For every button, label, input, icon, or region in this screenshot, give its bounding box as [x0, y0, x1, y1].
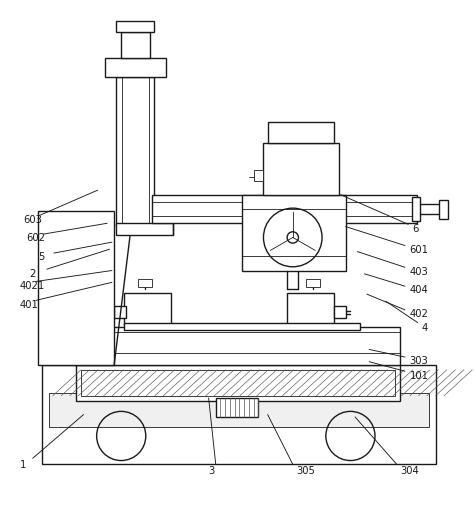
Bar	[105, 59, 166, 77]
Bar	[124, 293, 171, 325]
Text: 603: 603	[23, 214, 42, 224]
Bar	[138, 279, 152, 288]
Text: 305: 305	[296, 466, 315, 475]
Bar	[152, 195, 417, 224]
Bar	[42, 365, 437, 464]
Bar	[242, 195, 346, 271]
Text: 404: 404	[410, 285, 428, 295]
Bar	[81, 370, 395, 396]
Bar	[268, 123, 334, 144]
Bar	[117, 77, 155, 226]
Bar	[263, 144, 338, 195]
Text: 1: 1	[19, 460, 26, 469]
Text: 4: 4	[421, 323, 428, 332]
Text: 602: 602	[27, 233, 46, 243]
Text: 6: 6	[412, 223, 418, 234]
Text: 5: 5	[38, 252, 45, 262]
Bar	[37, 212, 114, 365]
Bar	[334, 306, 346, 318]
Bar	[74, 328, 400, 365]
Bar	[216, 399, 258, 417]
Bar	[121, 33, 150, 59]
Text: 401: 401	[19, 299, 38, 309]
Bar	[439, 200, 448, 219]
Text: 2: 2	[29, 268, 36, 278]
Bar	[117, 22, 155, 33]
Bar	[76, 365, 400, 401]
Text: 101: 101	[410, 370, 428, 380]
Text: 303: 303	[410, 356, 428, 365]
Text: 402: 402	[410, 308, 428, 319]
Bar	[412, 198, 420, 221]
Bar	[49, 393, 429, 427]
Bar	[306, 279, 319, 288]
Bar	[117, 224, 173, 236]
Text: 601: 601	[410, 245, 428, 255]
Bar	[114, 306, 126, 318]
Bar	[254, 171, 263, 181]
Bar	[287, 293, 334, 325]
Text: 403: 403	[410, 266, 428, 276]
Text: 3: 3	[209, 466, 215, 475]
Text: 304: 304	[400, 466, 419, 475]
Text: 4021: 4021	[19, 280, 45, 290]
Bar	[124, 323, 360, 330]
